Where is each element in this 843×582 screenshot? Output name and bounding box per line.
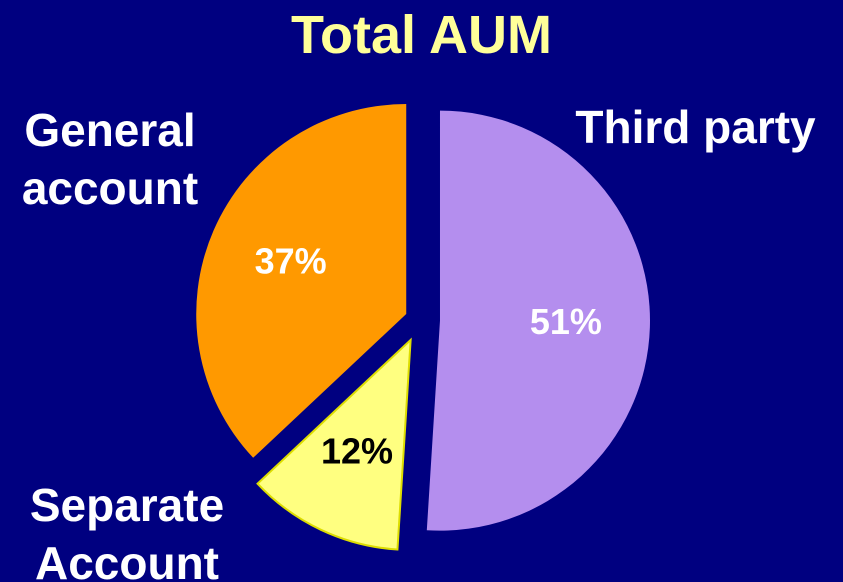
category-label: Third party <box>575 101 816 153</box>
pie-slice <box>256 337 412 551</box>
data-label: 12% <box>321 430 393 471</box>
pie-slice <box>426 110 650 531</box>
pie-slice <box>196 104 407 458</box>
chart-title: Total AUM <box>291 5 552 65</box>
category-label: General account <box>21 104 199 214</box>
data-label: 37% <box>255 241 327 282</box>
data-label: 51% <box>530 301 602 342</box>
category-label: Separate Account <box>29 479 225 582</box>
